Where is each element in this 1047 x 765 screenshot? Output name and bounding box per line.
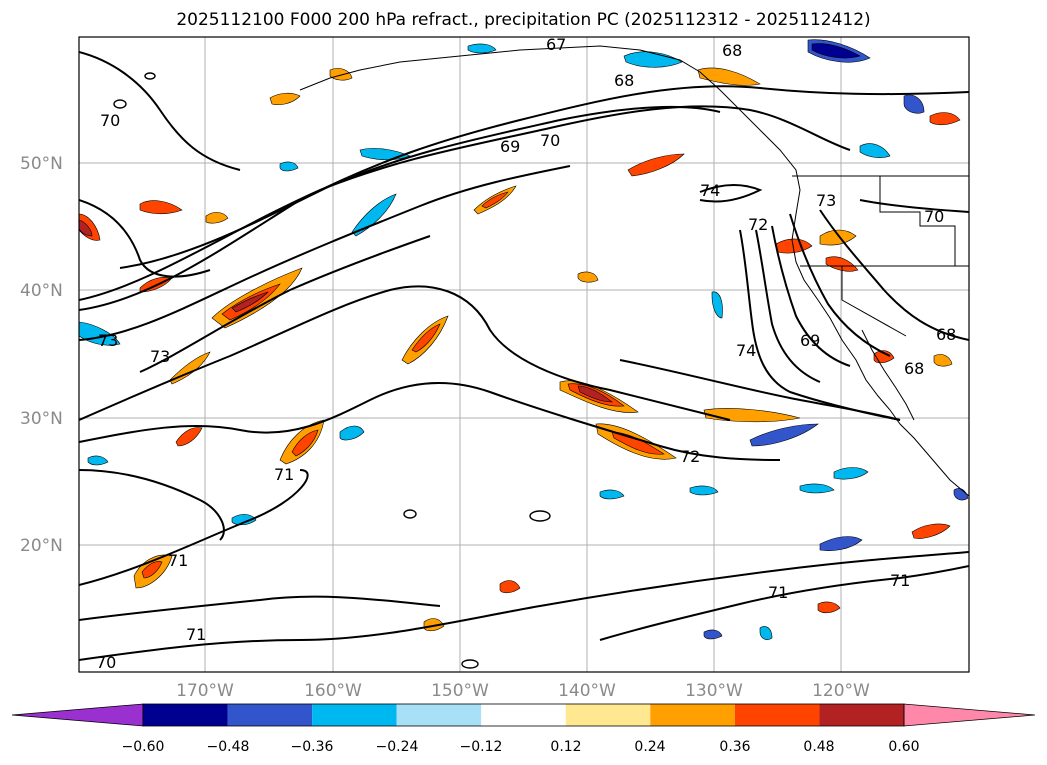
colorbar-bin: [312, 704, 397, 726]
colorbar-bin: [819, 704, 904, 726]
longitude-labels: 170°W 160°W 150°W 140°W 130°W 120°W: [176, 681, 870, 701]
coastlines: [299, 45, 969, 497]
lat-label: 20°N: [20, 536, 63, 556]
lon-label: 140°W: [558, 681, 616, 701]
small-contour-rings: [113, 72, 551, 669]
lon-label: 130°W: [685, 681, 743, 701]
colorbar-tick-label: −0.36: [291, 739, 334, 755]
contour-labels: 67 68 68 70 69 70 74 72 73 70 73 73 74 6…: [96, 35, 956, 672]
contour-label: 68: [904, 359, 924, 378]
contour-label: 70: [540, 131, 560, 150]
lon-label: 160°W: [304, 681, 362, 701]
colorbar-bin: [227, 704, 313, 726]
colorbar-bin: [143, 704, 228, 726]
colorbar-bin: [481, 704, 566, 726]
lat-label: 40°N: [20, 281, 63, 301]
colorbar-tick-label: 0.48: [803, 739, 834, 755]
contour-label: 68: [614, 71, 634, 90]
colorbar-tick-label: −0.12: [460, 739, 503, 755]
contour-label: 72: [680, 447, 700, 466]
colorbar-tick-label: 0.12: [550, 739, 581, 755]
contour-label: 74: [736, 341, 756, 360]
lon-label: 170°W: [176, 681, 234, 701]
contour-label: 74: [700, 181, 720, 200]
colorbar-bin: [565, 704, 651, 726]
contour-label: 70: [96, 653, 116, 672]
colorbar-frame: [142, 703, 905, 727]
contour-label: 70: [924, 207, 944, 226]
colorbar-extend-high: [903, 703, 1036, 727]
contour-label: 73: [150, 347, 170, 366]
contour-label: 69: [500, 137, 520, 156]
lat-label: 50°N: [20, 154, 63, 174]
map-frame: [78, 36, 970, 673]
colorbar-tick-label: 0.36: [719, 739, 750, 755]
contour-label: 71: [168, 551, 188, 570]
colorbar-tick-label: 0.60: [888, 739, 919, 755]
colorbar-tick-label: 0.24: [634, 739, 665, 755]
colorbar: [11, 703, 1036, 727]
contour-label: 68: [722, 41, 742, 60]
colorbar-extend-low: [11, 703, 144, 727]
contour-label: 69: [800, 331, 820, 350]
contour-label: 73: [816, 191, 836, 210]
latitude-labels: 50°N 40°N 30°N 20°N: [20, 154, 63, 556]
contour-label: 67: [546, 35, 566, 54]
colorbar-tick-label: −0.48: [207, 739, 250, 755]
lat-label: 30°N: [20, 409, 63, 429]
contour-label: 68: [936, 325, 956, 344]
contour-label: 73: [98, 331, 118, 350]
contour-label: 70: [100, 111, 120, 130]
map-panel: [79, 37, 969, 672]
refractivity-contours: [79, 51, 969, 661]
lon-label: 120°W: [812, 681, 870, 701]
contour-label: 72: [748, 215, 768, 234]
colorbar-bin: [734, 704, 820, 726]
contour-label: 71: [890, 571, 910, 590]
contour-label: 71: [186, 625, 206, 644]
colorbar-tick-labels: −0.60 −0.48 −0.36 −0.24 −0.12 0.12 0.24 …: [122, 739, 920, 755]
contour-label: 71: [274, 465, 294, 484]
colorbar-tick-label: −0.60: [122, 739, 165, 755]
lon-label: 150°W: [431, 681, 489, 701]
colorbar-tick-label: −0.24: [376, 739, 419, 755]
map-title: 2025112100 F000 200 hPa refract., precip…: [176, 10, 871, 30]
colorbar-bin: [650, 704, 735, 726]
colorbar-bin: [396, 704, 482, 726]
contour-label: 71: [768, 583, 788, 602]
